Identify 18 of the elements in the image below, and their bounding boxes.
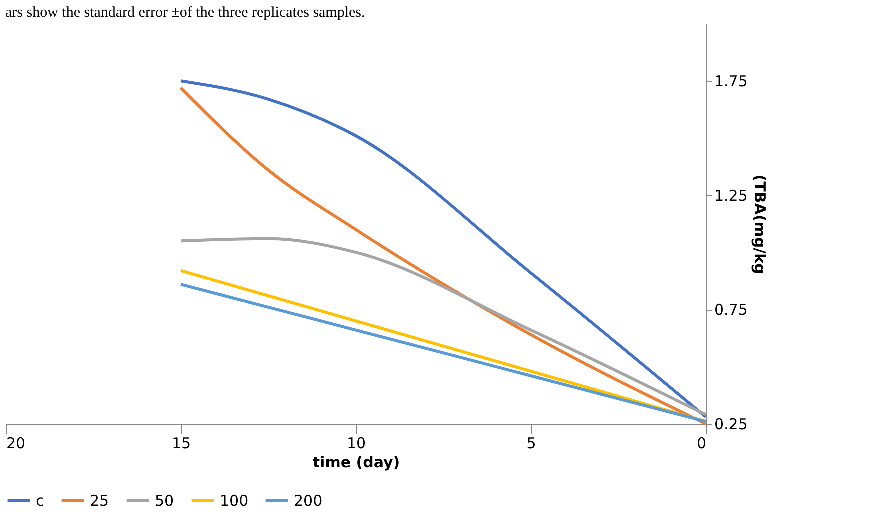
x-tick-label: 15 — [172, 434, 192, 452]
legend-label: c — [36, 492, 44, 510]
x-tick-label: 20 — [6, 434, 26, 452]
y-tick-label: 0.75 — [714, 301, 748, 320]
line-series — [180, 237, 708, 416]
legend-label: 200 — [294, 492, 323, 510]
x-tick-label: 5 — [526, 434, 536, 452]
x-axis-title: time (day) — [312, 454, 400, 472]
legend-label: 50 — [155, 492, 174, 510]
legend-label: 100 — [220, 492, 249, 510]
text: ars show the standard error ±of the three replicates samples. — [6, 5, 366, 21]
x-tick-label: 0 — [696, 434, 706, 452]
y-tick-label: 1.25 — [714, 186, 748, 205]
y-axis-title: (TBA(mg/kg — [750, 174, 769, 274]
y-tick-label: 0.25 — [714, 416, 748, 434]
y-tick-label: 1.75 — [714, 72, 748, 91]
x-tick-label: 10 — [346, 434, 366, 452]
legend-label: 25 — [90, 492, 110, 510]
